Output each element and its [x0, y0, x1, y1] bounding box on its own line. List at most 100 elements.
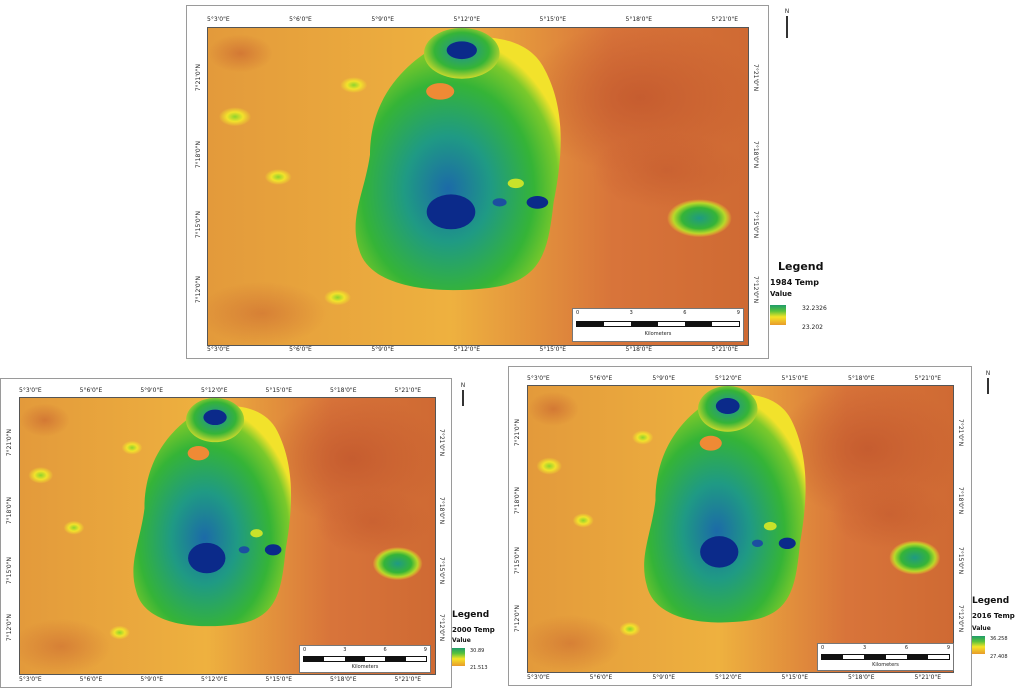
lat-tick: 7°12'0"N	[752, 276, 759, 304]
lon-tick: 5°9'0"E	[652, 375, 675, 382]
north-arrow-icon: N	[780, 8, 794, 38]
lon-tick: 5°6'0"E	[289, 16, 312, 23]
lat-tick: 7°15'0"N	[195, 211, 202, 239]
lon-tick: 5°3'0"E	[19, 387, 42, 394]
lon-tick: 5°21'0"E	[914, 375, 941, 382]
scale-label: 9	[736, 310, 740, 316]
lat-tick: 7°15'0"N	[752, 211, 759, 239]
lon-tick: 5°15'0"E	[265, 387, 292, 394]
lon-tick: 5°9'0"E	[140, 676, 163, 683]
temperature-raster-2000	[19, 397, 436, 675]
lon-tick: 5°15'0"E	[539, 16, 566, 23]
lat-tick: 7°18'0"N	[6, 497, 13, 525]
scale-label: 6	[383, 647, 387, 653]
legend-max: 32.2326	[802, 305, 827, 312]
lon-tick: 5°6'0"E	[589, 674, 613, 681]
temperature-raster-2016	[527, 385, 954, 673]
scale-label: 9	[946, 645, 950, 651]
lon-ticks-top: 5°3'0"E 5°6'0"E 5°9'0"E 5°12'0"E 5°15'0"…	[19, 387, 421, 394]
lat-tick: 7°21'0"N	[438, 429, 445, 457]
lat-tick: 7°21'0"N	[957, 419, 964, 447]
legend-min: 21.513	[470, 665, 488, 671]
scale-label: 0	[821, 645, 825, 651]
lon-tick: 5°15'0"E	[781, 375, 808, 382]
lat-tick: 7°15'0"N	[514, 547, 521, 575]
lon-tick: 5°21'0"E	[394, 387, 421, 394]
lon-tick: 5°12'0"E	[453, 16, 480, 23]
lon-tick: 5°9'0"E	[371, 346, 394, 353]
lat-tick: 7°21'0"N	[195, 64, 202, 92]
scale-label: 0	[576, 310, 580, 316]
scale-bar: 0 3 6 9 Kilometers	[817, 643, 954, 671]
scale-label: 0	[303, 647, 307, 653]
lon-tick: 5°9'0"E	[652, 674, 675, 681]
lat-tick: 7°12'0"N	[6, 614, 13, 642]
lon-ticks-bottom: 5°3'0"E 5°6'0"E 5°9'0"E 5°12'0"E 5°15'0"…	[19, 676, 421, 683]
lat-tick: 7°18'0"N	[514, 487, 521, 515]
scale-bar: 0 3 6 9 Kilometers	[299, 645, 431, 673]
lon-tick: 5°12'0"E	[201, 387, 228, 394]
lon-tick: 5°15'0"E	[265, 676, 292, 683]
lon-tick: 5°18'0"E	[625, 16, 652, 23]
legend-layer: 2000 Temp	[452, 626, 495, 634]
scale-unit: Kilometers	[644, 331, 672, 337]
legend-title: Legend	[778, 260, 824, 273]
lat-tick: 7°15'0"N	[957, 547, 964, 575]
lat-tick: 7°15'0"N	[438, 557, 445, 585]
lon-tick: 5°12'0"E	[715, 375, 742, 382]
lon-ticks-top: 5°3'0"E 5°6'0"E 5°9'0"E 5°12'0"E 5°15'0"…	[207, 16, 738, 23]
lat-tick: 7°18'0"N	[752, 141, 759, 169]
lon-tick: 5°12'0"E	[453, 346, 480, 353]
lon-tick: 5°21'0"E	[711, 346, 738, 353]
legend-title: Legend	[972, 596, 1010, 606]
lon-tick: 5°6'0"E	[79, 387, 103, 394]
lat-tick: 7°12'0"N	[438, 614, 445, 642]
lon-tick: 5°18'0"E	[330, 676, 357, 683]
legend-max: 30.89	[470, 648, 485, 654]
lat-tick: 7°12'0"N	[957, 605, 964, 633]
lon-tick: 5°3'0"E	[19, 676, 42, 683]
lon-tick: 5°9'0"E	[140, 387, 163, 394]
legend-min: 23.202	[802, 324, 823, 331]
legend-2000: Legend 2000 Temp Value 30.89 21.513	[452, 610, 512, 686]
scale-label: 9	[423, 647, 427, 653]
lat-tick: 7°21'0"N	[514, 419, 521, 447]
scale-label: 6	[904, 645, 909, 651]
legend-max: 36.258	[990, 636, 1008, 642]
scale-bar: 0 3 6 9 Kilometers	[572, 308, 744, 342]
north-arrow-icon: N	[457, 382, 469, 406]
scale-label: 3	[629, 310, 633, 316]
lon-tick: 5°6'0"E	[79, 676, 103, 683]
lon-ticks-top: 5°3'0"E 5°6'0"E 5°9'0"E 5°12'0"E 5°15'0"…	[527, 375, 941, 382]
color-ramp	[770, 305, 786, 325]
map-frame-2000: 5°3'0"E 5°6'0"E 5°9'0"E 5°12'0"E 5°15'0"…	[0, 378, 452, 688]
legend-value-label: Value	[770, 290, 792, 298]
lon-tick: 5°18'0"E	[330, 387, 357, 394]
scale-label: 3	[862, 645, 867, 651]
map-frame-2016: 5°3'0"E 5°6'0"E 5°9'0"E 5°12'0"E 5°15'0"…	[508, 366, 972, 686]
north-arrow-icon: N	[982, 370, 994, 394]
map-frame-1984: 5°3'0"E 5°6'0"E 5°9'0"E 5°12'0"E 5°15'0"…	[186, 5, 769, 359]
scale-label: 6	[683, 310, 687, 316]
lon-tick: 5°6'0"E	[589, 375, 613, 382]
lon-tick: 5°18'0"E	[848, 375, 875, 382]
lat-tick: 7°21'0"N	[752, 64, 759, 92]
lon-tick: 5°6'0"E	[289, 346, 312, 353]
lon-tick: 5°21'0"E	[711, 16, 738, 23]
legend-value-label: Value	[452, 637, 471, 644]
lat-tick: 7°12'0"N	[514, 605, 521, 633]
scale-unit: Kilometers	[351, 664, 379, 670]
lon-tick: 5°3'0"E	[207, 346, 230, 353]
lon-tick: 5°21'0"E	[394, 676, 421, 683]
lat-tick: 7°18'0"N	[438, 497, 445, 525]
lat-tick: 7°12'0"N	[195, 276, 202, 304]
temperature-raster-1984	[207, 27, 749, 346]
legend-title: Legend	[452, 610, 490, 620]
lat-tick: 7°15'0"N	[6, 557, 13, 585]
legend-value-label: Value	[972, 625, 991, 632]
lon-tick: 5°3'0"E	[207, 16, 230, 23]
lon-tick: 5°15'0"E	[539, 346, 566, 353]
lon-tick: 5°12'0"E	[715, 674, 742, 681]
scale-label: 3	[343, 647, 347, 653]
lat-tick: 7°18'0"N	[957, 487, 964, 515]
